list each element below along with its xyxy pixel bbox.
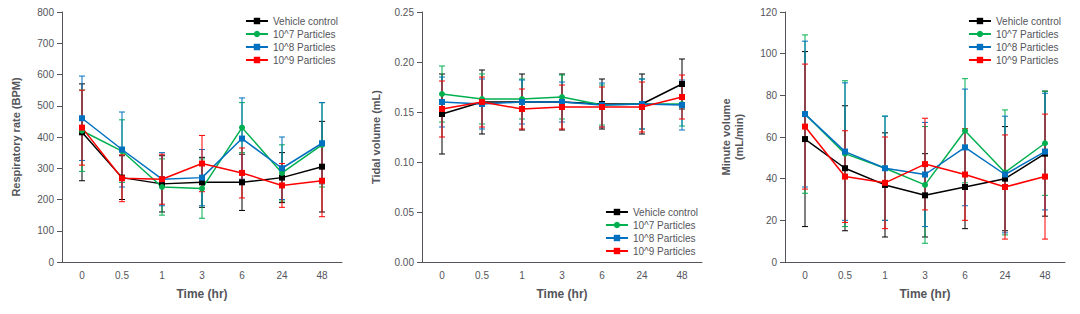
svg-text:10^7 Particles: 10^7 Particles [633, 220, 696, 231]
svg-text:24: 24 [999, 270, 1011, 281]
svg-text:40: 40 [766, 173, 778, 184]
svg-text:10^9 Particles: 10^9 Particles [996, 55, 1059, 66]
svg-text:1: 1 [882, 270, 888, 281]
svg-text:(mL/min): (mL/min) [733, 113, 745, 160]
svg-text:100: 100 [37, 225, 54, 236]
svg-text:10^7 Particles: 10^7 Particles [273, 29, 336, 40]
svg-text:100: 100 [760, 48, 777, 59]
svg-text:0.25: 0.25 [395, 7, 415, 18]
svg-text:24: 24 [276, 270, 288, 281]
svg-text:1: 1 [519, 270, 525, 281]
svg-text:0.00: 0.00 [395, 257, 415, 268]
svg-text:0: 0 [802, 270, 808, 281]
svg-text:200: 200 [37, 194, 54, 205]
svg-text:10^7 Particles: 10^7 Particles [996, 29, 1059, 40]
svg-text:0: 0 [439, 270, 445, 281]
svg-text:80: 80 [766, 90, 778, 101]
svg-text:0.10: 0.10 [395, 157, 415, 168]
svg-text:Time (hr): Time (hr) [899, 287, 950, 301]
svg-text:6: 6 [599, 270, 605, 281]
svg-text:Vehicle control: Vehicle control [633, 207, 698, 218]
svg-text:48: 48 [316, 270, 328, 281]
svg-text:10^8 Particles: 10^8 Particles [633, 233, 696, 244]
svg-text:500: 500 [37, 100, 54, 111]
svg-text:6: 6 [962, 270, 968, 281]
svg-text:0.15: 0.15 [395, 107, 415, 118]
svg-text:700: 700 [37, 38, 54, 49]
svg-text:10^8 Particles: 10^8 Particles [996, 42, 1059, 53]
svg-text:6: 6 [239, 270, 245, 281]
svg-text:20: 20 [766, 215, 778, 226]
svg-text:400: 400 [37, 132, 54, 143]
svg-text:600: 600 [37, 69, 54, 80]
svg-text:1: 1 [159, 270, 165, 281]
svg-text:3: 3 [199, 270, 205, 281]
svg-text:24: 24 [636, 270, 648, 281]
svg-text:48: 48 [1039, 270, 1051, 281]
svg-text:48: 48 [676, 270, 688, 281]
svg-text:0: 0 [771, 257, 777, 268]
svg-text:10^9 Particles: 10^9 Particles [633, 246, 696, 257]
svg-text:10^8 Particles: 10^8 Particles [273, 42, 336, 53]
svg-text:0.5: 0.5 [115, 270, 129, 281]
svg-text:Time (hr): Time (hr) [536, 287, 587, 301]
svg-text:Vehicle control: Vehicle control [273, 16, 338, 27]
svg-text:Minute volume: Minute volume [720, 98, 732, 175]
svg-text:Time (hr): Time (hr) [176, 287, 227, 301]
svg-text:0.05: 0.05 [395, 207, 415, 218]
svg-text:3: 3 [559, 270, 565, 281]
svg-text:Vehicle control: Vehicle control [996, 16, 1061, 27]
svg-text:0: 0 [79, 270, 85, 281]
svg-text:0.5: 0.5 [838, 270, 852, 281]
svg-text:0: 0 [48, 257, 54, 268]
svg-text:60: 60 [766, 132, 778, 143]
svg-text:300: 300 [37, 163, 54, 174]
svg-text:0.20: 0.20 [395, 57, 415, 68]
svg-text:800: 800 [37, 7, 54, 18]
svg-text:10^9 Particles: 10^9 Particles [273, 55, 336, 66]
svg-text:Respiratory rate (BPM): Respiratory rate (BPM) [10, 77, 22, 197]
svg-text:3: 3 [922, 270, 928, 281]
svg-text:0.5: 0.5 [475, 270, 489, 281]
svg-text:120: 120 [760, 7, 777, 18]
svg-text:Tidal volume (mL): Tidal volume (mL) [370, 90, 382, 184]
